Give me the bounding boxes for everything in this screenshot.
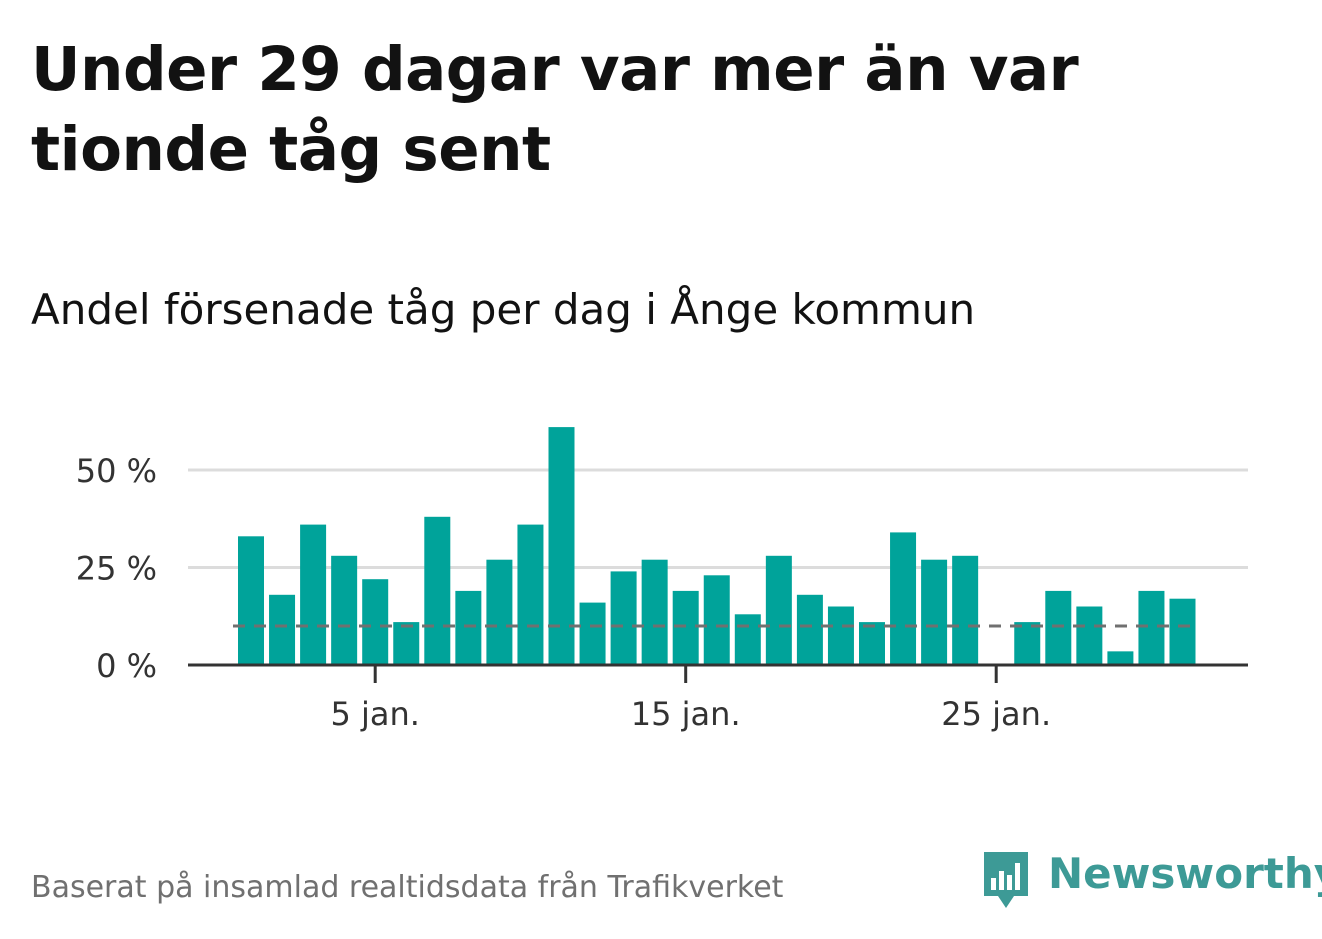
y-axis-ticks: 0 % 25 % 50 % <box>76 452 157 685</box>
x-tick-label: 25 jan. <box>941 695 1051 733</box>
x-tick-label: 5 jan. <box>330 695 419 733</box>
newsworthy-logo-icon <box>984 852 1028 908</box>
bar <box>734 614 761 665</box>
bar <box>952 555 979 665</box>
bar <box>486 559 513 665</box>
bar <box>1107 651 1134 665</box>
bar <box>393 622 420 665</box>
bar <box>641 559 668 665</box>
bar <box>796 594 823 665</box>
bar <box>672 590 699 665</box>
bar <box>1014 622 1041 665</box>
y-tick-label: 0 % <box>96 647 157 685</box>
bar <box>331 555 358 665</box>
bar <box>269 594 296 665</box>
bar <box>1138 590 1165 665</box>
bar <box>1169 598 1196 665</box>
bar <box>517 524 544 665</box>
y-tick-label: 25 % <box>76 550 157 588</box>
chart-subtitle: Andel försenade tåg per dag i Ånge kommu… <box>31 285 976 334</box>
bar <box>1045 590 1072 665</box>
source-note: Baserat på insamlad realtidsdata från Tr… <box>31 870 784 905</box>
bar <box>859 622 885 665</box>
gridlines <box>188 468 1248 569</box>
bar <box>238 536 264 665</box>
bar <box>300 524 327 665</box>
x-axis-ticks: 5 jan. 15 jan. 25 jan. <box>330 665 1051 733</box>
x-tick-label: 15 jan. <box>631 695 741 733</box>
y-tick-label: 50 % <box>76 452 157 490</box>
bar <box>579 602 606 665</box>
chart-title: Under 29 dagar var mer än var tionde tåg… <box>31 34 1079 185</box>
bar <box>1076 606 1103 665</box>
newsworthy-logo: Newsworthy <box>980 848 1322 912</box>
bar <box>921 559 948 665</box>
bar <box>424 516 451 665</box>
bar <box>703 575 730 665</box>
bar <box>548 427 575 665</box>
bar <box>362 579 389 665</box>
bars <box>238 427 1196 665</box>
bar <box>890 532 917 665</box>
bar <box>455 590 482 665</box>
bar <box>610 571 637 665</box>
bar <box>827 606 854 665</box>
newsworthy-logo-text: Newsworthy <box>1048 849 1322 898</box>
bar <box>765 555 792 665</box>
